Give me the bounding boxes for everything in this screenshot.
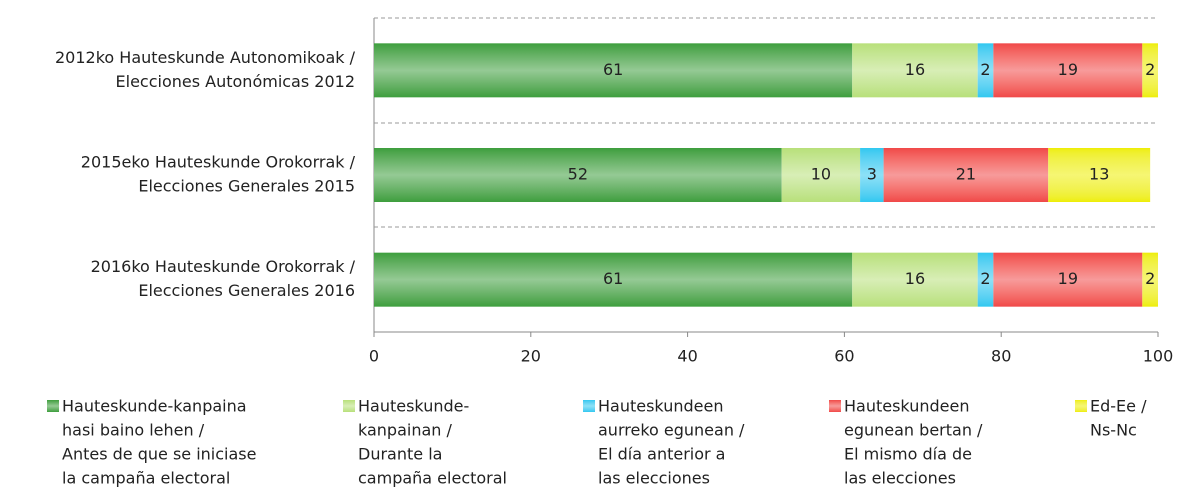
data-label: 61 — [603, 60, 623, 79]
bar-segment — [883, 148, 1049, 202]
data-label: 19 — [1058, 269, 1078, 288]
legend-label: las elecciones — [598, 469, 710, 488]
bar-segment — [977, 43, 994, 98]
data-label: 2 — [980, 269, 990, 288]
y-tick-label: Elecciones Autonómicas 2012 — [116, 72, 355, 91]
data-label: 2 — [980, 60, 990, 79]
bar-segment — [374, 148, 782, 202]
bar-segment — [977, 252, 994, 307]
legend-swatch — [343, 400, 355, 412]
data-label: 10 — [811, 165, 831, 184]
legend-label: Antes de que se iniciase — [62, 445, 256, 464]
y-tick-label: Elecciones Generales 2015 — [138, 177, 355, 196]
data-label: 19 — [1058, 60, 1078, 79]
data-label: 2 — [1145, 269, 1155, 288]
x-tick-label: 80 — [991, 347, 1011, 366]
bar-segment — [1142, 252, 1158, 307]
data-label: 3 — [867, 165, 877, 184]
bar-segment — [860, 148, 884, 202]
legend-label: Hauteskunde-kanpaina — [62, 397, 247, 416]
bar-segment — [852, 252, 978, 307]
data-label: 13 — [1089, 165, 1109, 184]
legend-label: las elecciones — [844, 469, 956, 488]
legend-label: hasi baino lehen / — [62, 421, 205, 440]
data-label: 21 — [956, 165, 976, 184]
x-tick-label: 100 — [1143, 347, 1174, 366]
bar-segment — [993, 43, 1143, 98]
legend-label: la campaña electoral — [62, 469, 230, 488]
y-tick-label: Elecciones Generales 2016 — [138, 281, 355, 300]
legend-label: Durante la — [358, 445, 442, 464]
y-tick-label: 2016ko Hauteskunde Orokorrak / — [91, 257, 356, 276]
data-label: 61 — [603, 269, 623, 288]
data-label: 16 — [905, 60, 925, 79]
x-tick-label: 20 — [521, 347, 541, 366]
bar-segment — [1048, 148, 1151, 202]
x-tick-label: 60 — [834, 347, 854, 366]
legend-swatch — [829, 400, 841, 412]
legend-swatch — [1075, 400, 1087, 412]
legend-swatch — [47, 400, 59, 412]
legend-label: Ed-Ee / — [1090, 397, 1147, 416]
x-tick-label: 0 — [369, 347, 379, 366]
data-label: 52 — [568, 165, 588, 184]
legend-label: Ns-Nc — [1090, 421, 1137, 440]
legend-label: kanpainan / — [358, 421, 453, 440]
legend-label: campaña electoral — [358, 469, 507, 488]
legend-label: El mismo día de — [844, 445, 972, 464]
bar-segment — [374, 43, 853, 98]
bar-segment — [852, 43, 978, 98]
y-tick-label: 2015eko Hauteskunde Orokorrak / — [81, 153, 356, 172]
legend-label: Hauteskundeen — [598, 397, 723, 416]
legend-label: egunean bertan / — [844, 421, 983, 440]
x-tick-label: 40 — [677, 347, 697, 366]
bar-segment — [374, 252, 853, 307]
legend-label: Hauteskundeen — [844, 397, 969, 416]
legend-swatch — [583, 400, 595, 412]
y-tick-label: 2012ko Hauteskunde Autonomikoak / — [55, 48, 356, 67]
bar-segment — [993, 252, 1143, 307]
legend-label: aurreko egunean / — [598, 421, 745, 440]
bar-segment — [1142, 43, 1158, 98]
legend-label: Hauteskunde- — [358, 397, 469, 416]
bar-segment — [781, 148, 861, 202]
legend-label: El día anterior a — [598, 445, 725, 464]
data-label: 2 — [1145, 60, 1155, 79]
data-label: 16 — [905, 269, 925, 288]
